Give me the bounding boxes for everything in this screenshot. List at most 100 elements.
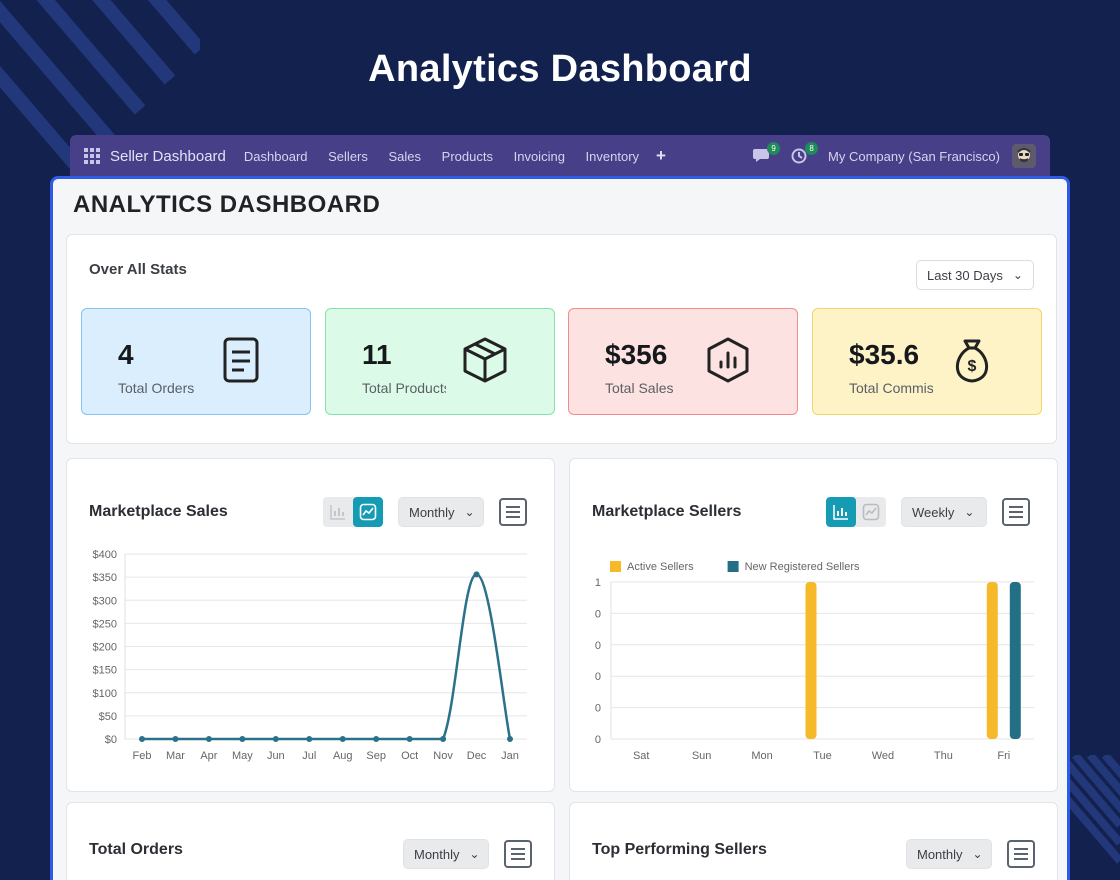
dashboard-panel: ANALYTICS DASHBOARD Over All Stats Last …: [50, 176, 1070, 880]
date-range-value: Last 30 Days: [927, 267, 1003, 283]
activity-button[interactable]: 8: [790, 142, 819, 166]
decorative-stripes: [1060, 755, 1120, 864]
document-icon: [223, 337, 259, 383]
data-point: [339, 736, 346, 742]
brand-title[interactable]: Seller Dashboard: [110, 147, 226, 165]
add-icon[interactable]: +: [656, 146, 666, 165]
bar-chart-toggle[interactable]: [323, 497, 353, 527]
legend-swatch: [727, 561, 739, 572]
card-title: Total Orders: [89, 841, 183, 858]
svg-text:$: $: [968, 358, 977, 375]
stat-label: Total Commission: [849, 380, 933, 396]
x-tick-label: Apr: [200, 750, 217, 762]
y-tick-label: 1: [595, 577, 601, 589]
nav-invoicing[interactable]: Invoicing: [513, 148, 565, 164]
data-point: [172, 736, 179, 742]
bar: [1009, 582, 1021, 739]
y-tick-label: $200: [93, 642, 117, 654]
bar-chart-icon: [330, 505, 345, 520]
apps-grid-icon[interactable]: [84, 148, 100, 164]
decorative-stripes: [0, 0, 200, 170]
x-tick-label: Aug: [333, 750, 353, 762]
stat-value: 4: [118, 339, 134, 370]
period-value: Monthly: [414, 846, 460, 862]
x-tick-label: Jan: [501, 750, 519, 762]
y-tick-label: $150: [93, 665, 117, 677]
x-tick-label: Oct: [401, 750, 418, 762]
line-chart-toggle[interactable]: [353, 497, 383, 527]
sales-line: [142, 573, 512, 741]
box-icon: [463, 337, 507, 383]
y-tick-label: $300: [93, 595, 117, 607]
top-navbar: Seller Dashboard Dashboard Sellers Sales…: [70, 135, 1050, 177]
line-chart-icon: [862, 503, 880, 521]
line-chart-toggle[interactable]: [856, 497, 886, 527]
stat-card-commission[interactable]: $35.6 Total Commission $: [812, 308, 1042, 415]
data-point: [473, 571, 480, 578]
sellers-menu-button[interactable]: [1002, 498, 1030, 526]
bar-chart-icon: [833, 505, 848, 520]
x-tick-label: Mon: [751, 750, 772, 762]
nav-products[interactable]: Products: [441, 148, 493, 164]
top-sellers-period-dropdown[interactable]: Monthly ⌄: [906, 839, 992, 869]
y-tick-label: $50: [99, 711, 117, 723]
main-nav: Dashboard Sellers Sales Products Invoici…: [244, 149, 656, 164]
nav-inventory[interactable]: Inventory: [585, 148, 640, 164]
orders-period-dropdown[interactable]: Monthly ⌄: [403, 839, 489, 869]
card-title: Marketplace Sales: [89, 503, 228, 520]
y-tick-label: 0: [595, 640, 601, 652]
stat-value: 11: [362, 339, 392, 370]
stat-label: Total Sales: [605, 380, 674, 396]
card-title: Top Performing Sellers: [592, 841, 767, 858]
chart-type-toggle[interactable]: [323, 497, 383, 527]
company-switcher[interactable]: My Company (San Francisco): [828, 148, 1000, 164]
stat-card-sales[interactable]: $356 Total Sales: [568, 308, 798, 415]
period-value: Monthly: [409, 504, 455, 520]
sellers-period-dropdown[interactable]: Weekly ⌄: [901, 497, 987, 527]
y-tick-label: 0: [595, 734, 601, 746]
x-tick-label: Dec: [467, 750, 487, 762]
page-title: ANALYTICS DASHBOARD: [73, 191, 381, 218]
y-tick-label: $350: [93, 572, 117, 584]
data-point: [272, 736, 279, 742]
chart-type-toggle[interactable]: [826, 497, 886, 527]
chat-icon: [753, 149, 770, 162]
card-title: Marketplace Sellers: [592, 503, 742, 520]
y-tick-label: $100: [93, 688, 117, 700]
legend-label: New Registered Sellers: [745, 561, 860, 573]
x-tick-label: Fri: [997, 750, 1010, 762]
data-point: [373, 736, 380, 742]
top-sellers-menu-button[interactable]: [1007, 840, 1035, 868]
orders-menu-button[interactable]: [504, 840, 532, 868]
data-point: [139, 736, 145, 742]
nav-dashboard[interactable]: Dashboard: [243, 148, 308, 164]
chevron-down-icon: ⌄: [469, 847, 480, 861]
avatar[interactable]: [1012, 144, 1036, 168]
x-tick-label: Mar: [166, 750, 185, 762]
chevron-down-icon: ⌄: [964, 505, 975, 519]
stats-heading: Over All Stats: [89, 261, 187, 278]
messages-button[interactable]: 9: [752, 142, 781, 166]
stat-label: Total Orders: [118, 380, 195, 396]
y-tick-label: $0: [105, 734, 117, 746]
bar-chart-toggle[interactable]: [826, 497, 856, 527]
data-point: [205, 736, 212, 742]
total-orders-card: Total Orders Monthly ⌄: [66, 802, 555, 880]
bar: [986, 582, 998, 739]
nav-sales[interactable]: Sales: [388, 148, 422, 164]
x-tick-label: Jun: [267, 750, 285, 762]
x-tick-label: Nov: [433, 750, 453, 762]
y-tick-label: $400: [93, 549, 117, 561]
chevron-down-icon: ⌄: [464, 505, 475, 519]
data-point: [440, 736, 447, 742]
hero-title: Analytics Dashboard: [368, 48, 752, 90]
nav-sellers[interactable]: Sellers: [328, 148, 368, 164]
marketplace-sellers-chart: Active Sellers New Registered Sellers 0 0 0 0…: [595, 561, 1034, 762]
sales-period-dropdown[interactable]: Monthly ⌄: [398, 497, 484, 527]
date-range-dropdown[interactable]: Last 30 Days ⌄: [916, 260, 1034, 290]
sales-menu-button[interactable]: [499, 498, 527, 526]
data-point: [306, 736, 313, 742]
stat-value: $356: [605, 339, 668, 370]
stat-card-orders[interactable]: 4 Total Orders: [81, 308, 311, 415]
stat-card-products[interactable]: 11 Total Products: [325, 308, 555, 415]
